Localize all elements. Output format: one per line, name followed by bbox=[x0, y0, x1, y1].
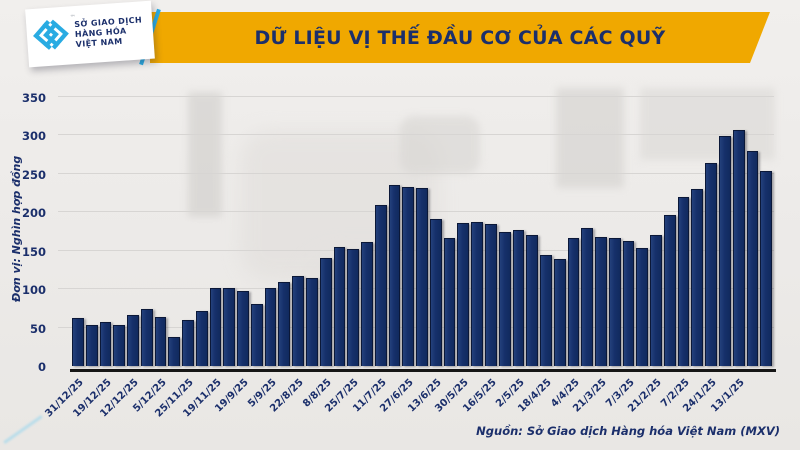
bar bbox=[705, 163, 717, 366]
bar bbox=[567, 237, 580, 366]
bar bbox=[484, 223, 497, 366]
source-note: Nguồn: Sở Giao dịch Hàng hóa Việt Nam (M… bbox=[476, 424, 780, 438]
logo-line3: VIỆT NAM bbox=[75, 36, 123, 50]
bar bbox=[540, 254, 552, 366]
bar bbox=[663, 214, 676, 366]
bar bbox=[732, 130, 745, 366]
bar bbox=[278, 282, 291, 366]
bar bbox=[512, 229, 525, 366]
bar bbox=[99, 322, 112, 366]
bar bbox=[443, 237, 456, 366]
y-tick-label: 150 bbox=[21, 244, 46, 259]
bar bbox=[498, 231, 511, 366]
bar bbox=[333, 246, 346, 366]
bar bbox=[140, 309, 153, 366]
bar bbox=[292, 276, 305, 366]
title-banner: DỮ LIỆU VỊ THẾ ĐẦU CƠ CỦA CÁC QUỸ bbox=[150, 12, 770, 63]
bar bbox=[402, 186, 415, 366]
bar bbox=[691, 189, 704, 366]
bar bbox=[209, 288, 222, 366]
bar bbox=[154, 316, 167, 366]
bar bbox=[85, 324, 98, 366]
trademark-symbol: ™ bbox=[69, 13, 77, 22]
bar bbox=[650, 234, 662, 366]
bar bbox=[388, 185, 401, 366]
bar bbox=[622, 240, 635, 366]
gridline bbox=[58, 96, 774, 97]
bar bbox=[250, 303, 263, 366]
bar bbox=[223, 288, 236, 366]
bar bbox=[636, 247, 649, 366]
bar bbox=[237, 291, 249, 366]
x-axis-line bbox=[70, 369, 776, 372]
mxv-logo-icon: ™ bbox=[31, 14, 76, 57]
y-tick-label: 250 bbox=[21, 167, 46, 182]
bar bbox=[306, 278, 318, 366]
mxv-logo: ™ SỞ GIAO DỊCH HÀNG HÓA VIỆT NAM bbox=[25, 0, 155, 68]
plot-area bbox=[58, 96, 774, 369]
y-tick-label: 50 bbox=[29, 321, 46, 336]
bar bbox=[182, 319, 194, 366]
chart-title: DỮ LIỆU VỊ THẾ ĐẦU CƠ CỦA CÁC QUỸ bbox=[254, 26, 666, 49]
bar bbox=[168, 336, 181, 366]
bar bbox=[374, 205, 387, 366]
bar bbox=[457, 223, 470, 366]
y-tick-label: 300 bbox=[21, 129, 46, 144]
y-tick-label: 100 bbox=[21, 283, 46, 298]
bar-series bbox=[72, 97, 773, 366]
mxv-logo-text: SỞ GIAO DỊCH HÀNG HÓA VIỆT NAM bbox=[74, 15, 144, 50]
bar bbox=[718, 136, 731, 366]
bar bbox=[347, 249, 360, 366]
bar bbox=[746, 150, 759, 366]
bar bbox=[471, 222, 483, 366]
bar bbox=[526, 235, 539, 366]
bar bbox=[416, 188, 428, 366]
bar bbox=[760, 170, 773, 366]
bar bbox=[264, 288, 277, 366]
bar bbox=[677, 196, 690, 366]
bar bbox=[127, 314, 139, 366]
decoration-line bbox=[3, 415, 43, 444]
bar bbox=[319, 257, 332, 366]
bar bbox=[195, 310, 208, 366]
bar bbox=[72, 317, 84, 366]
bar bbox=[113, 324, 126, 366]
bar bbox=[595, 236, 607, 366]
y-axis-ticks: 0 50 100 150 200 250 300 350 bbox=[0, 91, 50, 374]
y-tick-label: 350 bbox=[21, 91, 46, 105]
bar bbox=[553, 259, 566, 366]
bar bbox=[361, 242, 373, 366]
bar bbox=[429, 219, 442, 366]
bar bbox=[608, 238, 621, 366]
y-tick-label: 0 bbox=[37, 360, 46, 374]
bar bbox=[581, 227, 594, 366]
y-tick-label: 200 bbox=[21, 206, 46, 221]
